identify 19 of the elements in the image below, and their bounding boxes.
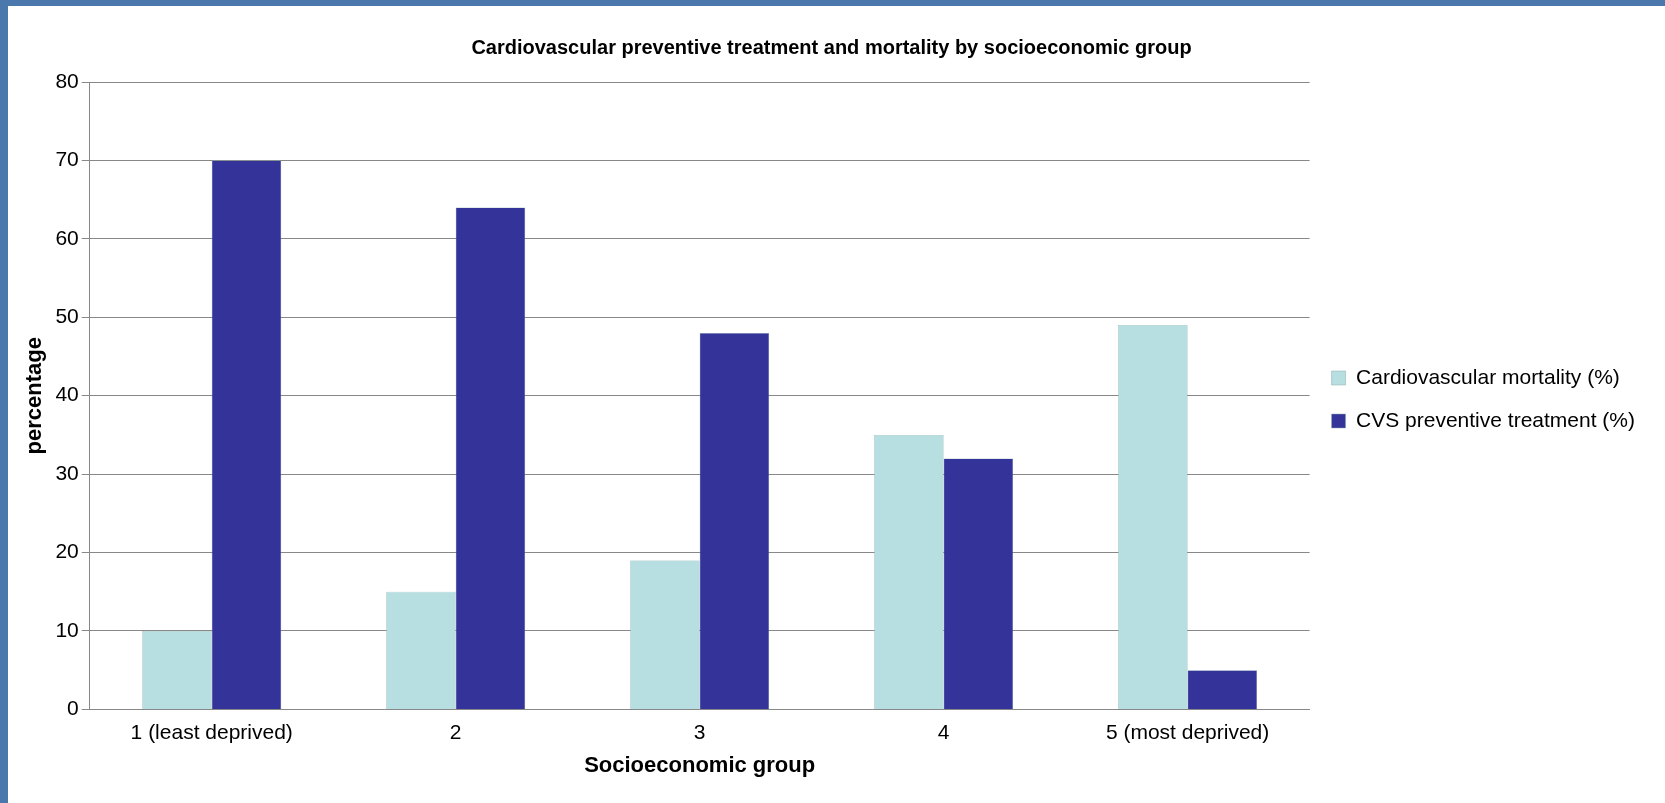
- x-tick-label: 4: [937, 719, 950, 743]
- y-axis-title: percentage: [21, 337, 47, 455]
- y-tick-label: 70: [55, 147, 79, 171]
- y-tick-label: 0: [67, 696, 79, 720]
- y-tick-label: 30: [55, 460, 79, 484]
- x-axis-title: Socioeconomic group: [584, 751, 816, 777]
- y-tick-label: 80: [55, 68, 79, 92]
- y-tick-label: 20: [55, 539, 79, 563]
- y-tick-label: 10: [55, 617, 79, 641]
- x-tick-label: 5 (most deprived): [1105, 719, 1270, 743]
- x-tick-label: 2: [449, 719, 462, 743]
- y-tick-label: 60: [55, 225, 79, 249]
- x-tick-label: 3: [693, 719, 706, 743]
- y-tick-label: 40: [55, 382, 79, 406]
- legend-label: CVS preventive treatment (%): [1356, 407, 1635, 431]
- chart-title: Cardiovascular preventive treatment and mortality by socioeconomic group: [471, 35, 1192, 58]
- legend-label: Cardiovascular mortality (%): [1356, 364, 1620, 388]
- y-tick-label: 50: [55, 304, 79, 328]
- x-tick-label: 1 (least deprived): [130, 719, 293, 743]
